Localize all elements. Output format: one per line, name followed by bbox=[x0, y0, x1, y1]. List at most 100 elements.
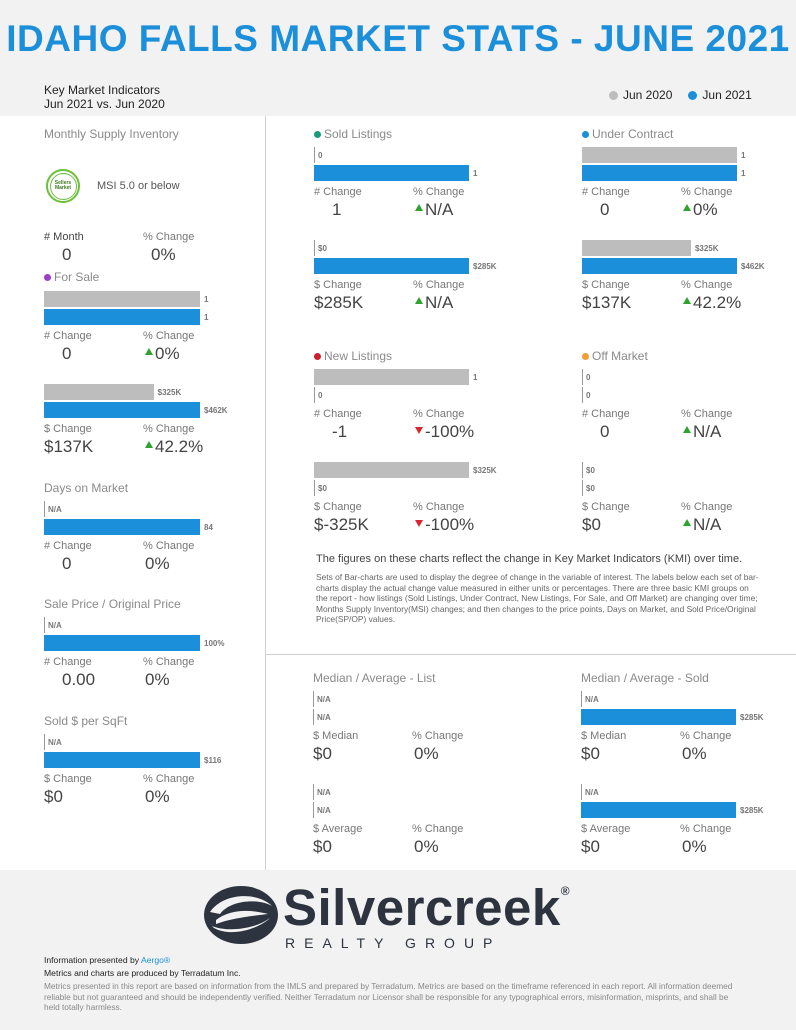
footer-presented: Information presented by Aergo® bbox=[44, 955, 170, 965]
off-price-change-label: $ Change bbox=[582, 501, 630, 513]
for-sale-price-pct-label: % Change bbox=[143, 423, 195, 435]
off-units-value-prior: 0 bbox=[586, 373, 591, 382]
down-arrow-icon bbox=[415, 427, 423, 434]
subtitle: Key Market Indicators Jun 2021 vs. Jun 2… bbox=[44, 83, 165, 111]
off-units-value-current: 0 bbox=[586, 391, 591, 400]
legend-dot-prior bbox=[609, 90, 618, 100]
new-units-pct-label: % Change bbox=[413, 408, 465, 420]
off-title-text: Off Market bbox=[592, 349, 648, 363]
dom-pct-value: 0% bbox=[145, 554, 170, 574]
sqft-bar-current bbox=[44, 752, 200, 768]
med-sold-avg-pct-label: % Change bbox=[680, 823, 732, 835]
for-sale-title: For Sale bbox=[44, 270, 99, 284]
up-arrow-icon bbox=[683, 204, 691, 211]
contract-price-pct-label: % Change bbox=[681, 279, 733, 291]
new-price-pct-value: -100% bbox=[415, 515, 474, 535]
subtitle-line-2: Jun 2021 vs. Jun 2020 bbox=[44, 97, 165, 111]
sp-op-change-label: # Change bbox=[44, 656, 92, 668]
sqft-change-value: $0 bbox=[44, 787, 63, 806]
med-list-avg-pct-value: 0% bbox=[414, 837, 439, 857]
for-sale-units-value-current: 1 bbox=[204, 313, 209, 322]
sold-units-bar-prior bbox=[314, 147, 315, 163]
med-sold-title-text: Median / Average - Sold bbox=[581, 671, 709, 685]
med-sold-title: Median / Average - Sold bbox=[581, 671, 709, 685]
sqft-pct-value: 0% bbox=[145, 787, 170, 807]
off-units-bar-current bbox=[582, 387, 583, 403]
new-dot-icon bbox=[314, 352, 321, 360]
dom-title: Days on Market bbox=[44, 481, 128, 495]
contract-units-value-current: 1 bbox=[741, 169, 746, 178]
up-arrow-icon bbox=[415, 297, 423, 304]
for-sale-price-change-label: $ Change bbox=[44, 423, 92, 435]
new-price-pct-label: % Change bbox=[413, 501, 465, 513]
sold-units-change-label: # Change bbox=[314, 186, 362, 198]
med-sold-median-change-value: $0 bbox=[581, 744, 600, 763]
sqft-bar-prior bbox=[44, 734, 45, 750]
sp-op-title: Sale Price / Original Price bbox=[44, 597, 181, 611]
contract-price-value-prior: $325K bbox=[694, 244, 719, 253]
off-price-value-current: $0 bbox=[586, 484, 595, 493]
new-price-value-prior: $325K bbox=[473, 466, 497, 475]
med-sold-median-pct-text: 0% bbox=[682, 744, 707, 763]
off-price-bar-prior bbox=[582, 462, 583, 478]
sqft-title-text: Sold $ per SqFt bbox=[44, 714, 128, 728]
for-sale-price-value-current: $462K bbox=[204, 406, 228, 415]
for-sale-units-value-prior: 1 bbox=[204, 295, 209, 304]
badge-text: Sellers Market bbox=[49, 172, 77, 200]
med-sold-avg-change-value: $0 bbox=[581, 837, 600, 856]
sp-op-value-prior: N/A bbox=[48, 621, 62, 630]
new-units-change-value: -1 bbox=[332, 422, 348, 441]
sold-units-pct-value: N/A bbox=[415, 200, 453, 220]
med-list-avg-bar-prior bbox=[313, 784, 314, 800]
new-price-bar-current bbox=[314, 480, 315, 496]
med-sold-median-value-prior: N/A bbox=[585, 695, 599, 704]
med-sold-avg-pct-text: 0% bbox=[682, 837, 707, 856]
for-sale-title-text: For Sale bbox=[54, 270, 100, 284]
dom-change-value: 0 bbox=[62, 554, 72, 573]
med-sold-median-bar-prior bbox=[581, 691, 582, 707]
up-arrow-icon bbox=[683, 426, 691, 433]
off-price-value-prior: $0 bbox=[586, 466, 595, 475]
for-sale-price-bar-prior bbox=[44, 384, 154, 400]
off-price-pct-text: N/A bbox=[693, 515, 722, 534]
med-sold-median-value-current: $285K bbox=[740, 713, 764, 722]
footer-presented-text: Information presented by bbox=[44, 955, 141, 965]
sp-op-change-value: 0.00 bbox=[62, 670, 96, 689]
legend-dot-current bbox=[688, 90, 698, 100]
for-sale-units-change-label: # Change bbox=[44, 330, 92, 342]
dom-value-current: 84 bbox=[204, 523, 213, 532]
sold-units-change-value: 1 bbox=[332, 200, 342, 219]
for-sale-units-bar-current bbox=[44, 309, 200, 325]
sold-title-text: Sold Listings bbox=[324, 127, 393, 141]
for-sale-units-pct-value: 0% bbox=[145, 344, 180, 364]
footer-band bbox=[0, 870, 796, 1030]
new-price-pct-text: -100% bbox=[425, 515, 475, 534]
med-list-median-pct-text: 0% bbox=[414, 744, 439, 763]
legend-label-prior: Jun 2020 bbox=[623, 88, 673, 102]
contract-title: Under Contract bbox=[582, 127, 673, 141]
sellers-market-badge-icon: Sellers Market bbox=[46, 169, 80, 203]
down-arrow-icon bbox=[415, 520, 423, 527]
for-sale-price-bar-current bbox=[44, 402, 200, 418]
legend-label-current: Jun 2021 bbox=[702, 88, 752, 102]
med-list-avg-change-label: $ Average bbox=[313, 823, 363, 835]
footer-produced: Metrics and charts are produced by Terra… bbox=[44, 968, 241, 978]
new-units-bar-prior bbox=[314, 369, 469, 385]
presenter-link[interactable]: Aergo® bbox=[140, 955, 171, 965]
logo-wordmark: Silvercreek® bbox=[283, 878, 570, 937]
med-sold-median-change-label: $ Median bbox=[581, 730, 627, 742]
sqft-value-current: $116 bbox=[204, 756, 222, 765]
sold-units-value-current: 1 bbox=[473, 169, 478, 178]
sqft-value-prior: N/A bbox=[48, 738, 62, 747]
new-price-change-label: $ Change bbox=[314, 501, 362, 513]
vertical-divider bbox=[265, 116, 266, 870]
sold-price-pct-text: N/A bbox=[425, 293, 454, 312]
new-units-value-current: 0 bbox=[318, 391, 323, 400]
med-list-median-bar-current bbox=[313, 709, 314, 725]
new-price-value-current: $0 bbox=[318, 484, 327, 493]
dom-bar-current bbox=[44, 519, 200, 535]
med-list-median-pct-label: % Change bbox=[412, 730, 464, 742]
new-price-bar-prior bbox=[314, 462, 469, 478]
footer-disclaimer: Metrics presented in this report are bas… bbox=[44, 981, 733, 1012]
med-list-avg-pct-label: % Change bbox=[412, 823, 464, 835]
